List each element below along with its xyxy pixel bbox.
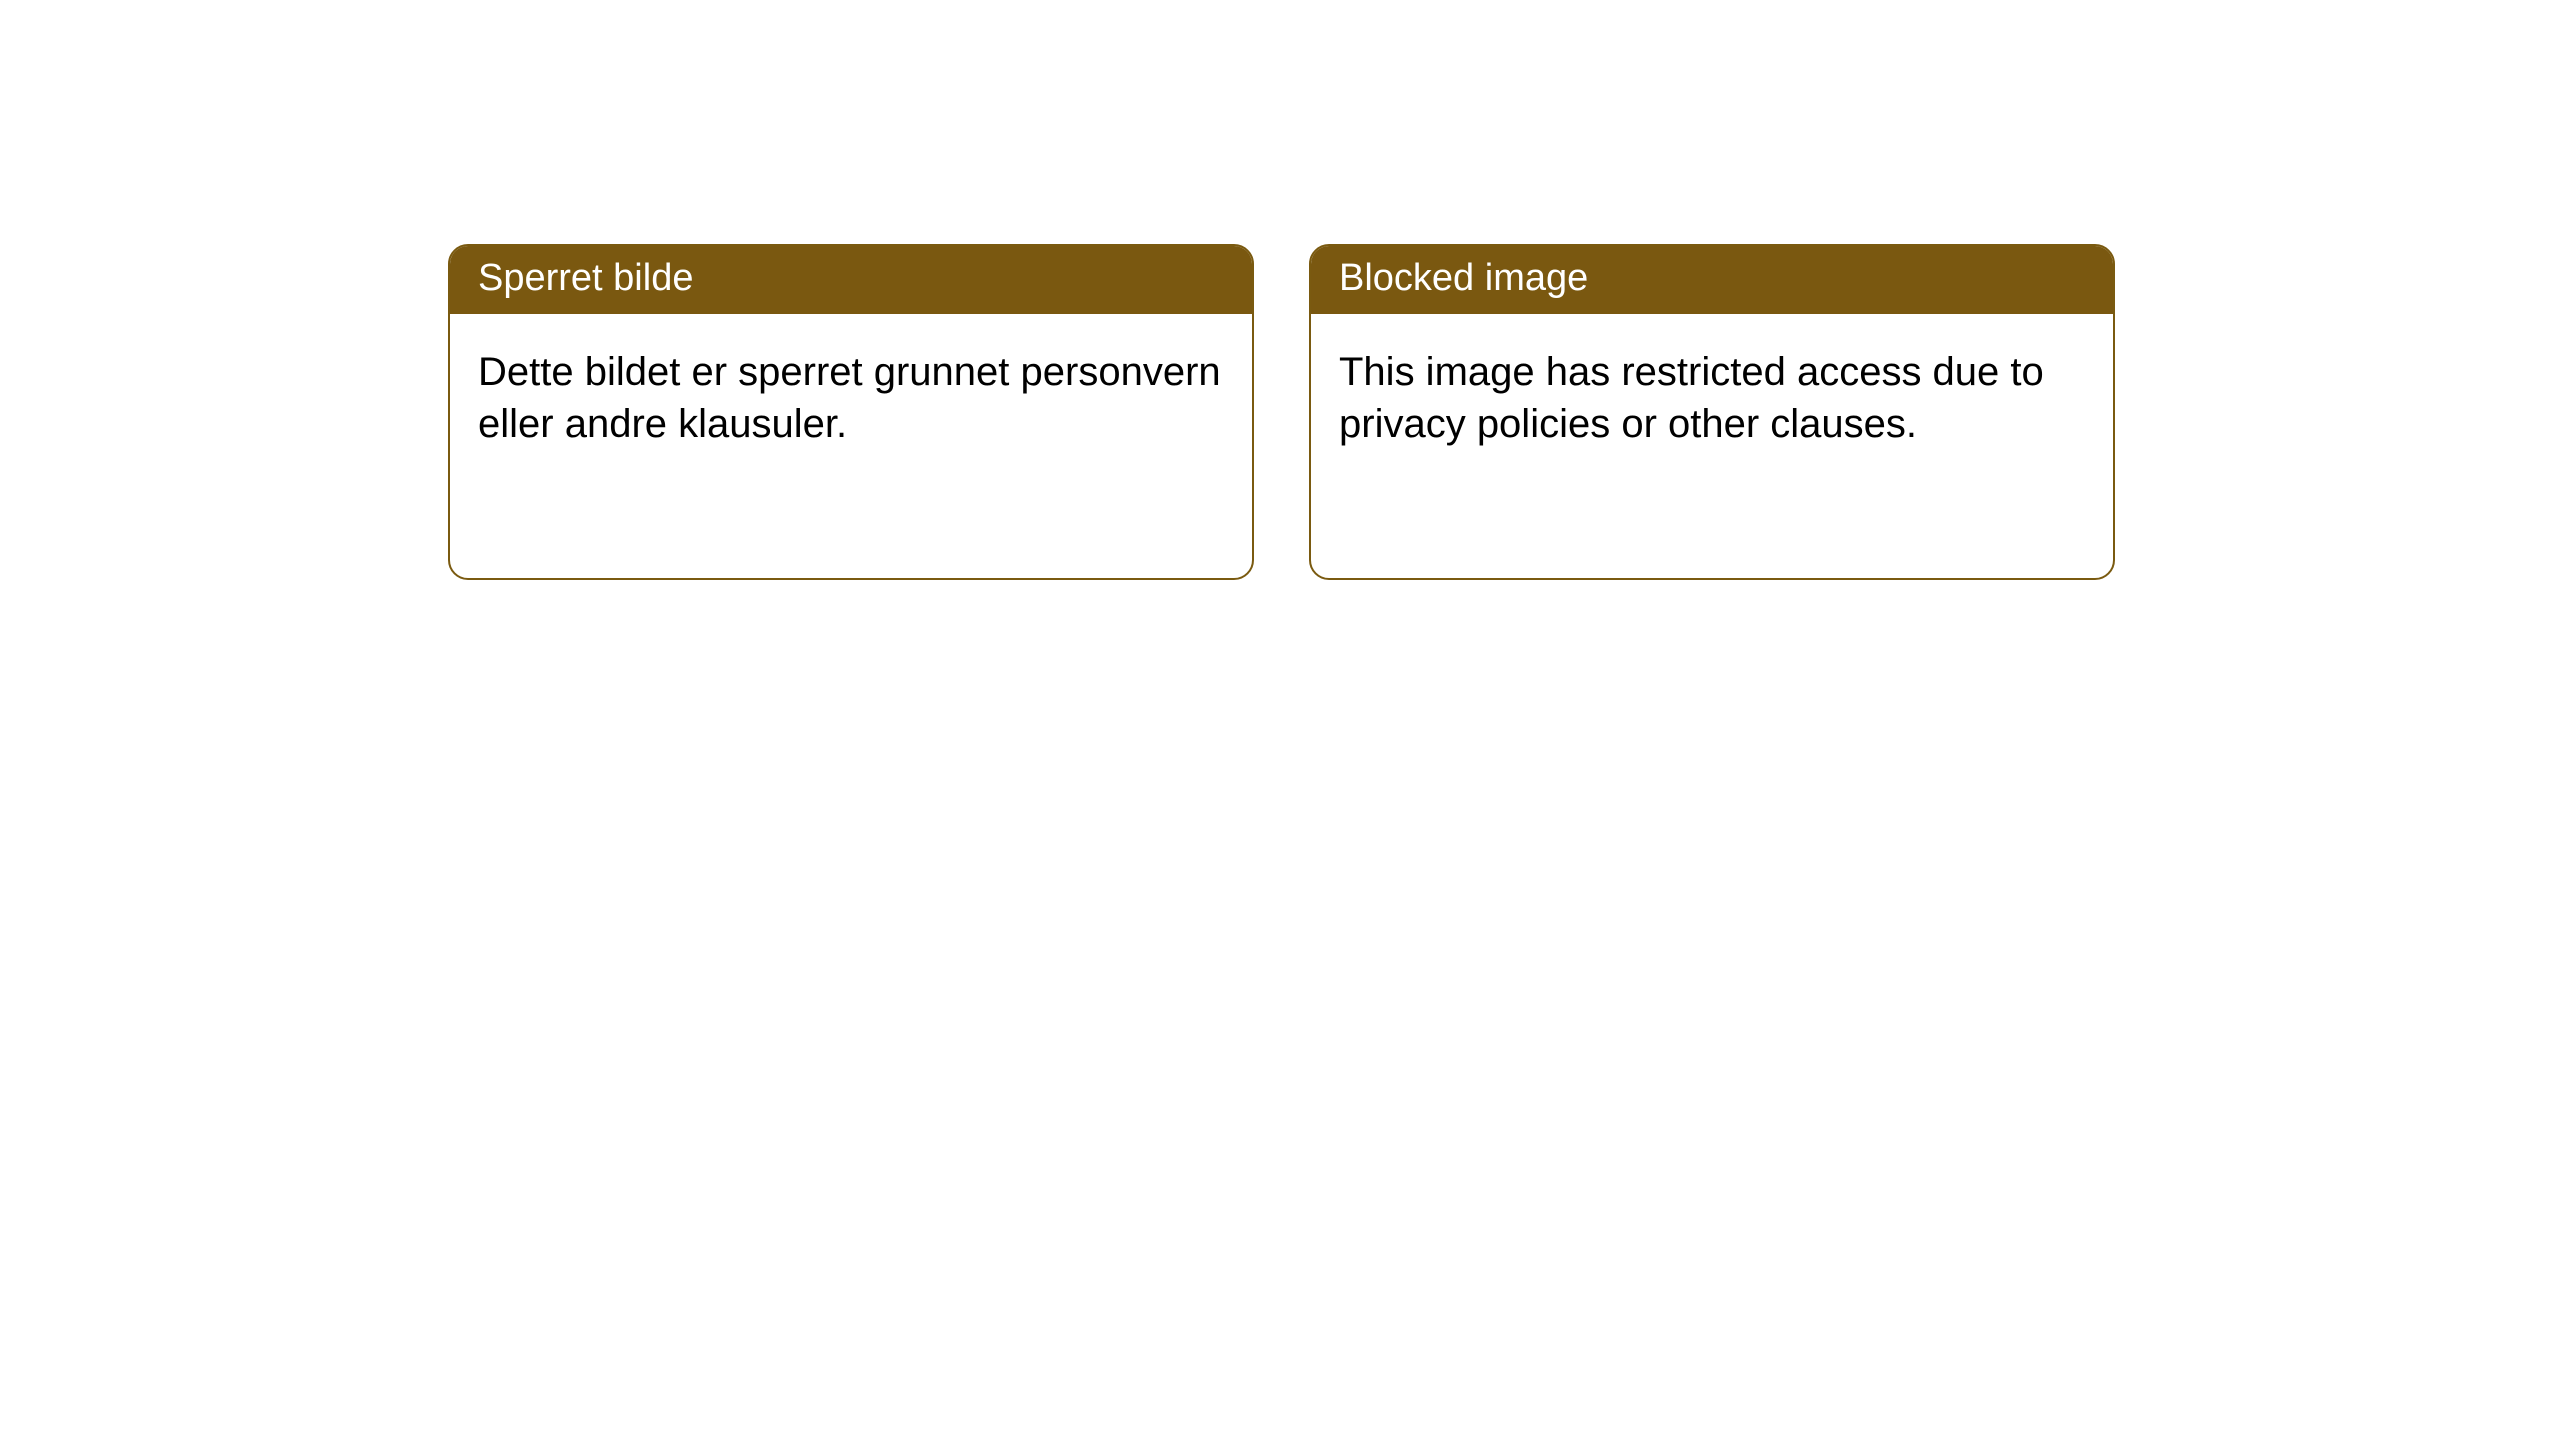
card-header-text: Sperret bilde: [478, 257, 693, 299]
card-body-text: This image has restricted access due to …: [1339, 350, 2044, 446]
card-header-english: Blocked image: [1311, 246, 2113, 314]
card-body-text: Dette bildet er sperret grunnet personve…: [478, 350, 1221, 446]
card-norwegian: Sperret bilde Dette bildet er sperret gr…: [448, 244, 1254, 580]
card-header-text: Blocked image: [1339, 257, 1588, 299]
card-english: Blocked image This image has restricted …: [1309, 244, 2115, 580]
card-body-norwegian: Dette bildet er sperret grunnet personve…: [450, 314, 1252, 482]
card-body-english: This image has restricted access due to …: [1311, 314, 2113, 482]
blocked-image-cards: Sperret bilde Dette bildet er sperret gr…: [448, 244, 2115, 580]
card-header-norwegian: Sperret bilde: [450, 246, 1252, 314]
